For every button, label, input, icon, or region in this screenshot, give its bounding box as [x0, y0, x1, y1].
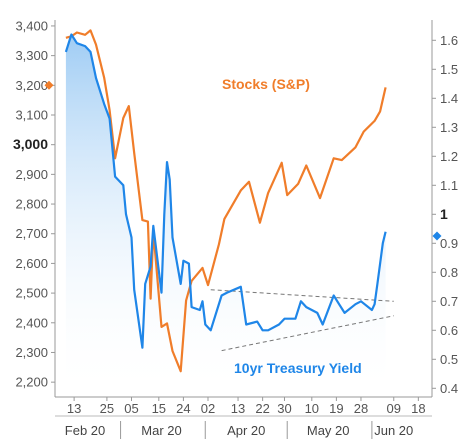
x-tick-label: 13 [231, 401, 245, 416]
right-tick-label: 1.2 [440, 149, 458, 164]
left-tick-label: 2,300 [15, 345, 48, 360]
yield-area [65, 34, 386, 397]
end-markers [44, 80, 442, 241]
left-tick-label: 2,700 [15, 226, 48, 241]
left-tick-label: 2,600 [15, 256, 48, 271]
left-tick-label: 3,300 [15, 48, 48, 63]
stocks-end-marker [44, 80, 54, 90]
x-tick-label: 13 [67, 401, 81, 416]
x-tick-label: 05 [124, 401, 138, 416]
left-tick-label: 3,200 [15, 78, 48, 93]
right-tick-label: 1.6 [440, 33, 458, 48]
right-tick-label: 1.3 [440, 120, 458, 135]
x-tick-label: 28 [354, 401, 368, 416]
left-tick-label: 2,200 [15, 375, 48, 390]
right-tick-label: 1.1 [440, 178, 458, 193]
x-tick-label: 22 [255, 401, 269, 416]
right-tick-label: 0.9 [440, 236, 458, 251]
x-tick-label: 09 [387, 401, 401, 416]
left-axis: 2,200 2,300 2,400 2,500 2,600 2,700 2,800 2,900… [13, 18, 55, 390]
month-label: Jun 20 [374, 423, 413, 438]
x-tick-label: 15 [152, 401, 166, 416]
right-axis: 0.4 0.5 0.6 0.7 0.8 0.9 1 1.1 1.2 1.3 1.4 1.5 1.6 [432, 33, 458, 396]
left-tick-label: 3,000 [13, 136, 48, 152]
right-tick-label: 0.4 [440, 381, 458, 396]
month-label: Mar 20 [141, 423, 181, 438]
yield-end-marker [432, 231, 442, 241]
trendline [221, 315, 394, 352]
stocks-series-label: Stocks (S&P) [222, 76, 310, 92]
right-tick-label: 0.7 [440, 294, 458, 309]
left-tick-label: 2,900 [15, 167, 48, 182]
month-label: Feb 20 [65, 423, 105, 438]
yield-area-fill [65, 34, 386, 397]
x-tick-label: 02 [201, 401, 215, 416]
stocks-line [65, 29, 387, 373]
x-tick-label: 18 [411, 401, 425, 416]
left-tick-label: 2,400 [15, 315, 48, 330]
right-tick-label: 1 [440, 206, 448, 222]
x-tick-label: 24 [176, 401, 190, 416]
x-tick-label: 30 [277, 401, 291, 416]
left-tick-label: 2,800 [15, 197, 48, 212]
yield-series-label: 10yr Treasury Yield [234, 360, 362, 376]
series-lines [64, 29, 387, 373]
x-tick-label: 25 [100, 401, 114, 416]
right-tick-label: 0.8 [440, 265, 458, 280]
month-label: Apr 20 [227, 423, 265, 438]
x-tick-label: 19 [329, 401, 343, 416]
left-tick-label: 3,400 [15, 18, 48, 33]
right-tick-label: 1.5 [440, 62, 458, 77]
x-axis: 13 25 05 15 24 02 13 22 30 10 19 28 09 18 Feb 20 Mar 20… [65, 397, 426, 439]
yield-line [64, 33, 387, 349]
left-tick-label: 3,100 [15, 107, 48, 122]
x-tick-label: 10 [305, 401, 319, 416]
month-label: May 20 [307, 423, 350, 438]
left-tick-label: 2,500 [15, 286, 48, 301]
right-tick-label: 0.6 [440, 323, 458, 338]
right-tick-label: 1.4 [440, 91, 458, 106]
right-tick-label: 0.5 [440, 352, 458, 367]
